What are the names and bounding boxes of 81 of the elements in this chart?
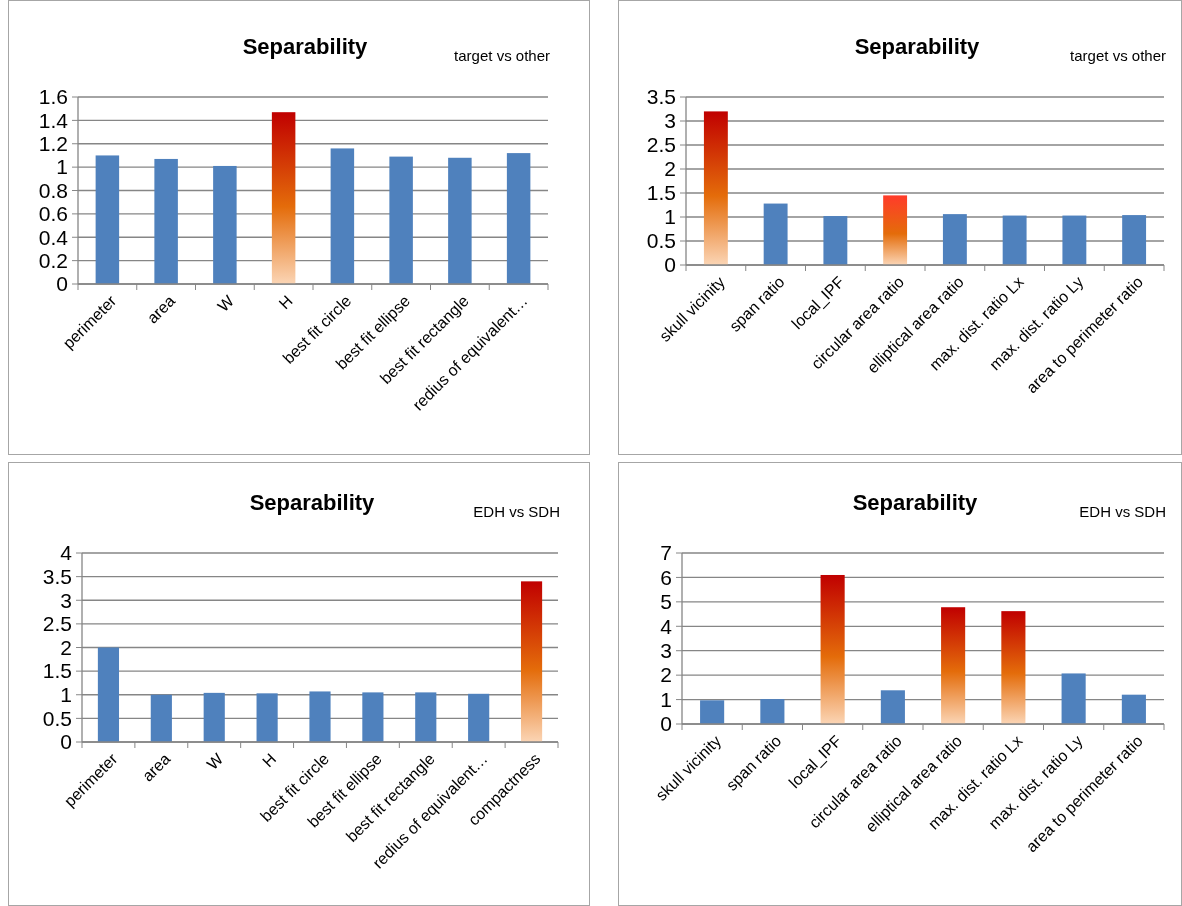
x-tick-label: area <box>138 749 174 785</box>
bar <box>760 699 785 724</box>
y-tick-label: 0.5 <box>646 229 676 253</box>
chart-subtitle: target vs other <box>1070 47 1166 64</box>
bar <box>389 156 413 284</box>
y-tick-label: 0.4 <box>38 225 69 249</box>
y-tick-label: 1.5 <box>646 181 676 205</box>
y-tick-label: 3 <box>60 588 72 612</box>
bar <box>415 692 437 742</box>
y-tick-label: 2 <box>664 157 676 181</box>
bar <box>520 581 543 742</box>
bar <box>941 607 966 724</box>
chart-title: Separability <box>854 34 981 59</box>
bar <box>362 692 384 742</box>
bar <box>1001 611 1026 724</box>
bar <box>820 574 845 724</box>
y-tick-label: 1 <box>660 687 672 711</box>
bar <box>506 153 531 284</box>
chart-subtitle: EDH vs SDH <box>1079 503 1166 520</box>
y-tick-label: 6 <box>660 565 672 589</box>
x-tick-label: W <box>203 749 227 773</box>
bar <box>883 195 908 265</box>
chart-title: Separability <box>242 34 369 59</box>
y-tick-label: 3 <box>664 109 676 133</box>
y-tick-label: 1.6 <box>38 85 68 109</box>
y-tick-label: 5 <box>660 590 672 614</box>
y-tick-label: 2.5 <box>42 612 72 636</box>
bar <box>1062 215 1087 265</box>
y-tick-label: 3.5 <box>42 564 72 588</box>
y-tick-label: 7 <box>660 541 672 565</box>
y-tick-label: 4 <box>660 614 673 638</box>
bar <box>1002 215 1027 265</box>
bar <box>448 157 472 284</box>
chart-title: Separability <box>249 490 376 515</box>
bar <box>823 216 848 265</box>
y-tick-label: 1 <box>664 205 676 229</box>
y-tick-label: 4 <box>60 541 73 565</box>
y-tick-label: 2 <box>660 663 672 687</box>
chart-subtitle: target vs other <box>454 47 550 64</box>
bar <box>468 693 490 742</box>
bar <box>703 111 728 265</box>
bar <box>763 203 788 265</box>
bar <box>97 647 120 742</box>
y-tick-label: 0 <box>56 272 68 296</box>
x-tick-label: area <box>143 291 179 327</box>
y-tick-label: 0.2 <box>38 248 68 272</box>
y-tick-label: 0.6 <box>38 202 68 226</box>
bar <box>271 112 296 284</box>
y-tick-label: 0 <box>664 253 676 277</box>
chart-title: Separability <box>852 490 979 515</box>
bar <box>309 691 331 742</box>
y-tick-label: 2 <box>60 635 72 659</box>
y-tick-label: 1 <box>60 683 72 707</box>
y-tick-label: 0 <box>660 712 672 736</box>
y-tick-label: 0 <box>60 730 72 754</box>
bar <box>942 214 967 265</box>
bar <box>1121 694 1146 724</box>
bar <box>700 700 725 724</box>
y-tick-label: 1 <box>56 155 68 179</box>
y-tick-label: 0.8 <box>38 178 68 202</box>
y-tick-label: 3.5 <box>646 85 676 109</box>
y-tick-label: 1.4 <box>38 108 69 132</box>
bar <box>203 692 225 742</box>
bar <box>1122 215 1147 265</box>
x-tick-label: W <box>214 291 238 315</box>
y-tick-label: 1.2 <box>38 132 68 156</box>
bar <box>1061 673 1086 724</box>
bar <box>95 155 120 284</box>
y-tick-label: 0.5 <box>42 706 72 730</box>
y-tick-label: 3 <box>660 639 672 663</box>
y-tick-label: 2.5 <box>646 133 676 157</box>
bar <box>880 690 905 724</box>
x-tick-label: H <box>275 292 296 313</box>
bar <box>150 694 172 742</box>
bar <box>154 158 178 284</box>
y-tick-label: 1.5 <box>42 659 72 683</box>
x-tick-label: H <box>259 750 280 771</box>
bar <box>330 148 355 284</box>
bar <box>213 165 237 284</box>
bar <box>256 693 278 742</box>
chart-subtitle: EDH vs SDH <box>473 503 560 520</box>
